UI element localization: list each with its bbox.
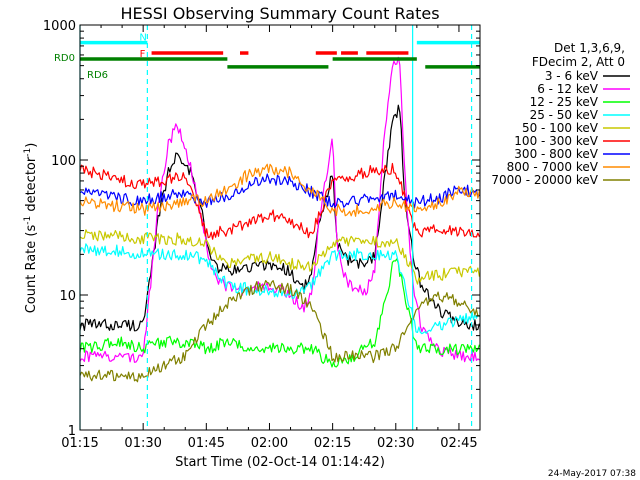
legend: Det 1,3,6,9, FDecim 2, Att 0 3 - 6 keV6 …	[491, 41, 630, 187]
x-tick-label-2: 01:45	[188, 436, 225, 451]
date-stamp: 24-May-2017 07:38	[548, 469, 636, 479]
legend-label-0: 3 - 6 keV	[545, 69, 599, 83]
legend-label-4: 50 - 100 keV	[522, 121, 599, 135]
y-tick-label-3: 1000	[43, 19, 76, 34]
y-axis: 1 10 100 1000	[43, 19, 480, 439]
flags-layer: NF RD0 RD6	[54, 33, 480, 81]
legend-label-5: 100 - 300 keV	[514, 134, 598, 148]
x-tick-label-5: 02:30	[377, 436, 414, 451]
x-tick-label-3: 02:00	[251, 436, 288, 451]
y-axis-label-end: )	[24, 143, 39, 148]
plot-frame	[79, 24, 481, 431]
y-axis-label-mid: detector	[24, 156, 39, 216]
x-tick-label-6: 02:45	[440, 436, 477, 451]
flag-label-rd0: RD0	[54, 53, 75, 64]
legend-label-3: 25 - 50 keV	[530, 108, 599, 122]
x-tick-label-1: 01:30	[124, 436, 161, 451]
flag-label-n: N	[139, 33, 146, 44]
legend-header-line2: FDecim 2, Att 0	[532, 55, 625, 69]
x-tick-label-4: 02:15	[314, 436, 351, 451]
chart-title: HESSI Observing Summary Count Rates	[120, 4, 439, 23]
legend-label-2: 12 - 25 keV	[530, 95, 599, 109]
x-axis-label: Start Time (02-Oct-14 01:14:42)	[175, 455, 385, 470]
x-axis: 01:15 01:30 01:45 02:00 02:15 02:30 02:45	[61, 25, 481, 451]
legend-label-1: 6 - 12 keV	[537, 82, 599, 96]
y-axis-label-sup2: -1	[23, 148, 33, 157]
legend-header-line1: Det 1,3,6,9,	[554, 41, 625, 55]
flag-label-rd6: RD6	[87, 70, 108, 81]
y-axis-label-sup1: -1	[23, 216, 33, 225]
flag-label-f: F	[140, 49, 146, 60]
y-axis-label: Count Rate (s-1 detector-1)	[23, 143, 39, 314]
legend-label-8: 7000 - 20000 keV	[491, 173, 598, 187]
legend-label-7: 800 - 7000 keV	[507, 160, 599, 174]
y-tick-label-1: 10	[59, 289, 76, 304]
y-tick-label-2: 100	[51, 154, 76, 169]
x-tick-label-0: 01:15	[61, 436, 98, 451]
legend-label-6: 300 - 800 keV	[514, 147, 598, 161]
y-tick-label-0: 1	[68, 424, 76, 439]
y-axis-label-main: Count Rate (s	[24, 225, 39, 314]
